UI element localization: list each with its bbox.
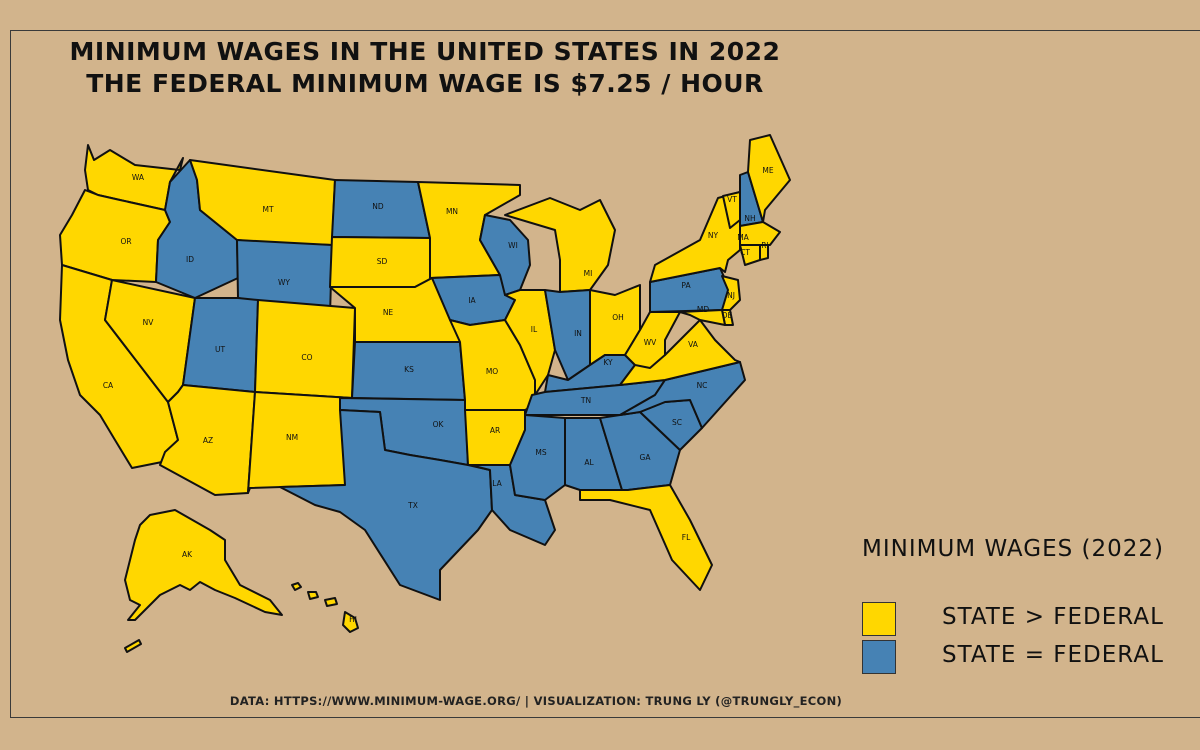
state-label-ak: AK <box>182 550 193 559</box>
state-label-nh: NH <box>744 214 755 223</box>
state-label-ca: CA <box>103 381 114 390</box>
state-label-nd: ND <box>372 202 384 211</box>
state-label-nj: NJ <box>727 291 735 300</box>
alaska-island-chain <box>124 639 142 653</box>
state-label-ct: CT <box>740 248 750 257</box>
state-label-az: AZ <box>203 436 213 445</box>
state-label-pa: PA <box>681 281 691 290</box>
legend-item-above: STATE > FEDERAL <box>862 602 1182 636</box>
title-line-1: MINIMUM WAGES IN THE UNITED STATES IN 20… <box>69 37 781 66</box>
state-label-wi: WI <box>508 241 518 250</box>
state-fl <box>579 484 713 591</box>
state-label-ut: UT <box>215 345 225 354</box>
state-label-va: VA <box>688 340 699 349</box>
state-label-id: ID <box>186 255 194 264</box>
state-ak <box>124 509 283 621</box>
legend-swatch-above <box>862 602 896 636</box>
state-label-wv: WV <box>644 338 657 347</box>
legend-label-above: STATE > FEDERAL <box>942 604 1164 630</box>
state-label-ne: NE <box>383 308 394 317</box>
state-label-la: LA <box>492 479 502 488</box>
state-label-vt: VT <box>727 195 737 204</box>
state-wv <box>624 311 681 369</box>
state-tx <box>279 409 493 601</box>
state-label-tn: TN <box>580 396 591 405</box>
state-label-sd: SD <box>377 257 388 266</box>
state-co <box>254 299 356 399</box>
state-label-ar: AR <box>490 426 500 435</box>
state-label-mn: MN <box>446 207 458 216</box>
state-nm <box>247 391 353 494</box>
hawaii-island-maui <box>324 597 338 607</box>
hawaii-island-kauai <box>291 582 302 591</box>
state-label-in: IN <box>574 329 582 338</box>
state-label-ga: GA <box>640 453 652 462</box>
state-in <box>544 289 591 381</box>
state-label-oh: OH <box>612 313 624 322</box>
state-label-mi: MI <box>584 269 593 278</box>
state-label-nm: NM <box>286 433 298 442</box>
state-label-co: CO <box>301 353 312 362</box>
state-label-mo: MO <box>486 367 498 376</box>
state-label-me: ME <box>762 166 773 175</box>
legend-title: MINIMUM WAGES (2022) <box>862 536 1165 562</box>
state-label-nv: NV <box>143 318 155 327</box>
chart-frame <box>10 30 1200 718</box>
state-mi <box>504 197 616 293</box>
state-label-il: IL <box>531 325 538 334</box>
map-title: MINIMUM WAGES IN THE UNITED STATES IN 20… <box>0 36 850 100</box>
legend-label-equal: STATE = FEDERAL <box>942 642 1164 668</box>
state-label-md: MD <box>697 305 709 314</box>
state-label-sc: SC <box>672 418 682 427</box>
state-nc <box>619 361 746 429</box>
state-label-tx: TX <box>407 501 418 510</box>
state-label-fl: FL <box>682 533 691 542</box>
state-label-ks: KS <box>404 365 414 374</box>
state-label-nc: NC <box>697 381 708 390</box>
title-line-2: THE FEDERAL MINIMUM WAGE IS $7.25 / HOUR <box>86 69 764 98</box>
state-hi <box>342 611 359 633</box>
state-ny <box>649 191 741 283</box>
state-label-ia: IA <box>468 296 476 305</box>
state-label-or: OR <box>120 237 131 246</box>
state-label-ky: KY <box>603 358 613 367</box>
source-caption: DATA: HTTPS://WWW.MINIMUM-WAGE.ORG/ | VI… <box>229 694 843 708</box>
state-label-mt: MT <box>262 205 273 214</box>
state-label-de: DE <box>722 311 733 320</box>
state-md <box>679 309 726 326</box>
state-ri <box>759 244 769 261</box>
state-label-wy: WY <box>278 278 290 287</box>
hawaii-island-oahu <box>307 591 319 600</box>
state-label-ri: RI <box>761 241 768 250</box>
legend-swatch-equal <box>862 640 896 674</box>
state-label-hi: HI <box>349 615 357 624</box>
state-label-ny: NY <box>708 231 719 240</box>
legend-item-equal: STATE = FEDERAL <box>862 640 1182 674</box>
state-label-al: AL <box>584 458 594 467</box>
state-label-ms: MS <box>535 448 546 457</box>
state-label-ma: MA <box>737 233 749 242</box>
state-label-ok: OK <box>433 420 445 429</box>
state-ma <box>739 221 781 246</box>
state-label-wa: WA <box>132 173 145 182</box>
